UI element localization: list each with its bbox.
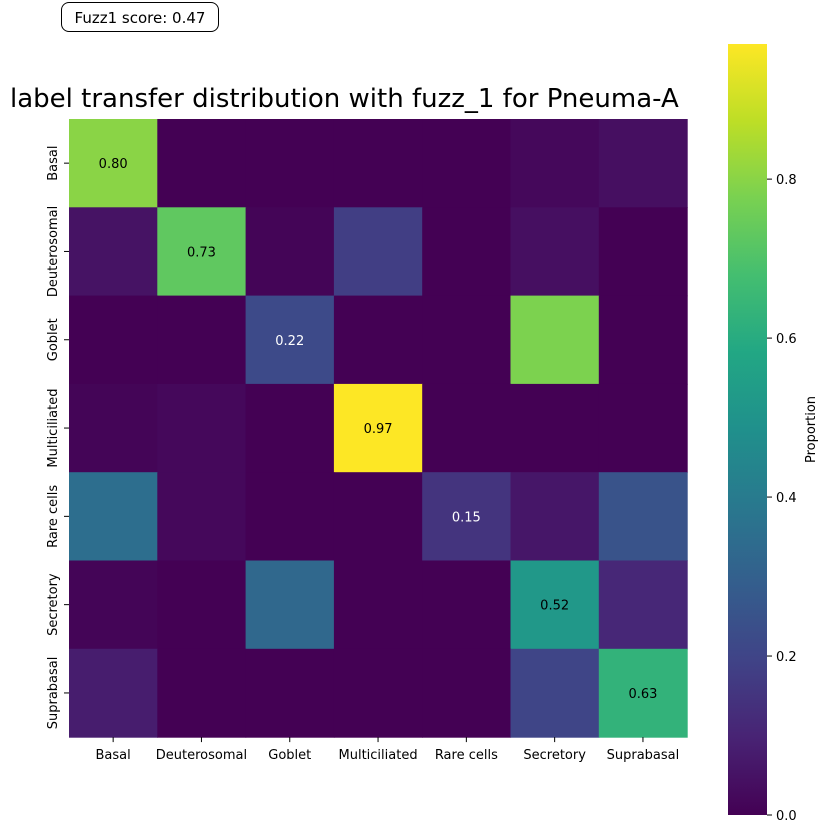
- heatmap-cell: [157, 560, 247, 650]
- heatmap-cell: [510, 383, 600, 473]
- heatmap-cell: [69, 119, 158, 208]
- y-tick-label: Rare cells: [46, 485, 61, 548]
- heatmap-cell: [157, 119, 247, 208]
- heatmap-cell: [69, 383, 158, 473]
- cell-annotation: 0.63: [628, 687, 657, 702]
- heatmap-cell: [510, 119, 600, 208]
- heatmap-cell: [245, 560, 335, 650]
- heatmap-cell: [422, 119, 512, 208]
- heatmap-cell: [245, 648, 335, 738]
- cell-annotation: 0.97: [364, 422, 393, 437]
- heatmap-cell: [69, 295, 158, 385]
- heatmap-cell: [333, 383, 423, 473]
- cell-annotation: 0.73: [187, 245, 216, 260]
- heatmap-cell: [157, 295, 247, 385]
- x-tick-label: Deuterosomal: [156, 748, 247, 763]
- heatmap-cell: [69, 207, 158, 297]
- heatmap-cell: [245, 207, 335, 297]
- colorbar-label: Proportion: [804, 396, 819, 463]
- heatmap-cell: [422, 383, 512, 473]
- heatmap-cell: [69, 560, 158, 650]
- x-tick-label: Multiciliated: [339, 748, 418, 763]
- heatmap-cell: [333, 295, 423, 385]
- heatmap-cell: [69, 472, 158, 562]
- heatmap-cell: [422, 207, 512, 297]
- heatmap-cell: [245, 383, 335, 473]
- score-badge: Fuzz1 score: 0.47: [61, 2, 219, 32]
- cell-annotation: 0.22: [275, 334, 304, 349]
- x-tick-label: Rare cells: [435, 748, 498, 763]
- colorbar-tick-label: 0.4: [776, 491, 797, 506]
- heatmap-cell: [333, 207, 423, 297]
- x-tick-label: Secretory: [523, 748, 586, 763]
- chart-title: label transfer distribution with fuzz_1 …: [10, 84, 679, 114]
- y-tick-label: Goblet: [46, 318, 61, 361]
- colorbar-tick-label: 0.2: [776, 650, 797, 665]
- heatmap-cell: [510, 207, 600, 297]
- heatmap-cell: [422, 472, 512, 562]
- heatmap-cell: [333, 648, 423, 738]
- x-tick-label: Basal: [96, 748, 131, 763]
- heatmap-cell: [333, 119, 423, 208]
- heatmap-cell: [510, 648, 600, 738]
- heatmap-cell: [333, 472, 423, 562]
- x-tick-label: Goblet: [268, 748, 311, 763]
- heatmap-cell: [157, 472, 247, 562]
- cell-annotation: 0.52: [540, 599, 569, 614]
- heatmap-cell: [157, 648, 247, 738]
- heatmap-cell: [598, 560, 688, 650]
- x-tick-label: Suprabasal: [607, 748, 680, 763]
- heatmap-cell: [245, 472, 335, 562]
- heatmap-cell: [510, 472, 600, 562]
- y-tick-label: Multiciliated: [46, 389, 61, 468]
- heatmap-cell: [245, 295, 335, 385]
- heatmap-cell: [510, 295, 600, 385]
- y-tick-label: Suprabasal: [46, 657, 61, 730]
- colorbar-tick-label: 0.8: [776, 173, 797, 188]
- colorbar-tick-label: 0.6: [776, 332, 797, 347]
- colorbar-tick-label: 0.0: [776, 809, 797, 824]
- heatmap-cell: [598, 383, 688, 473]
- heatmap-cell: [598, 295, 688, 385]
- heatmap-cell: [598, 119, 688, 208]
- y-tick-label: Basal: [46, 146, 61, 181]
- heatmap-cell: [422, 295, 512, 385]
- heatmap-cell: [598, 648, 688, 738]
- heatmap-cell: [157, 207, 247, 297]
- heatmap-cell: [157, 383, 247, 473]
- colorbar: [728, 44, 767, 815]
- y-tick-label: Secretory: [46, 573, 61, 636]
- heatmap-cell: [245, 119, 335, 208]
- heatmap-cell: [422, 648, 512, 738]
- cell-annotation: 0.15: [452, 510, 481, 525]
- y-tick-label: Deuterosomal: [46, 206, 61, 297]
- heatmap-cell: [510, 560, 600, 650]
- cell-annotation: 0.80: [99, 157, 128, 172]
- heatmap-cell: [333, 560, 423, 650]
- heatmap-cell: [598, 472, 688, 562]
- heatmap-cell: [69, 648, 158, 738]
- heatmap-cell: [598, 207, 688, 297]
- heatmap-cell: [422, 560, 512, 650]
